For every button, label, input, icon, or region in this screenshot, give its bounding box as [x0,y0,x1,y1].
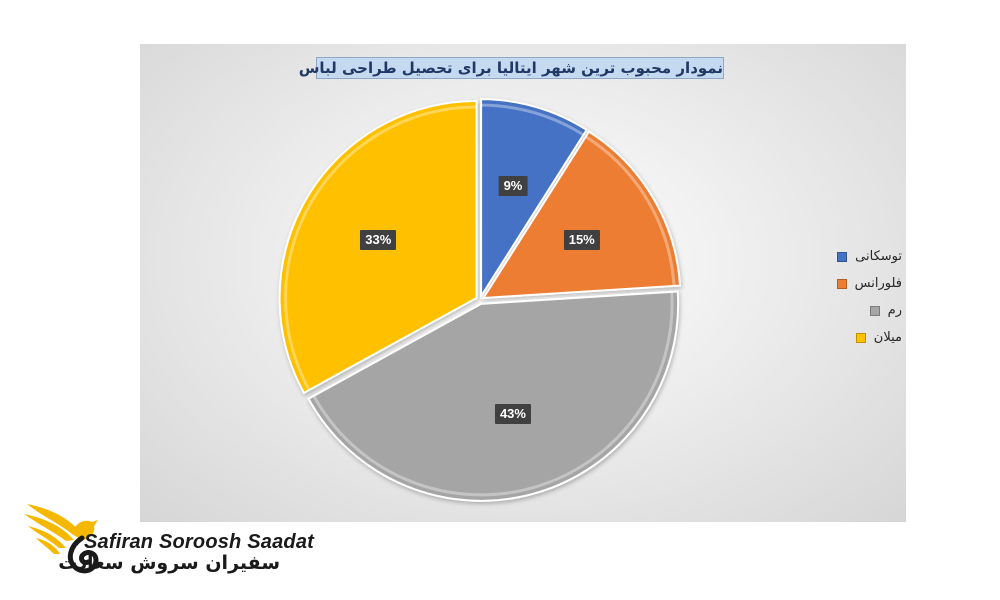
chart-title: نمودار محبوب ترین شهر ایتالیا برای تحصیل… [298,57,724,79]
label-florence: 15% [563,229,600,250]
legend-item-milan: میلان [818,324,902,351]
chart-legend: توسکانی فلورانس رم میلان [818,243,902,351]
chart-area [140,44,906,522]
slice-rome [307,290,680,502]
slice-florence-bevel [584,135,676,287]
legend-label: فلورانس [854,276,902,291]
slice-milan-bevel [284,105,477,391]
slice-toscana-bevel [481,103,585,137]
label-toscana: 9% [498,176,528,197]
phoenix-logo-icon [24,504,99,574]
slice-florence [481,130,682,300]
legend-item-toscana: توسکانی [818,243,902,270]
legend-label: میلان [873,330,902,345]
legend-swatch [836,278,847,289]
logo-name-fa: سفیران سروش سعادت [58,552,280,574]
pie-chart [278,98,682,502]
legend-swatch [855,332,866,343]
label-rome: 43% [494,403,531,424]
slice-toscana [480,98,589,300]
legend-label: رم [887,303,902,318]
legend-swatch [837,251,848,262]
logo-name-en: Safiran Soroosh Saadat [84,531,315,553]
label-milan: 33% [360,229,397,250]
legend-item-florence: فلورانس [818,270,902,297]
legend-swatch [869,305,880,316]
legend-label: توسکانی [855,249,902,264]
slice-rome-bevel [312,291,674,497]
legend-item-rome: رم [818,297,902,324]
